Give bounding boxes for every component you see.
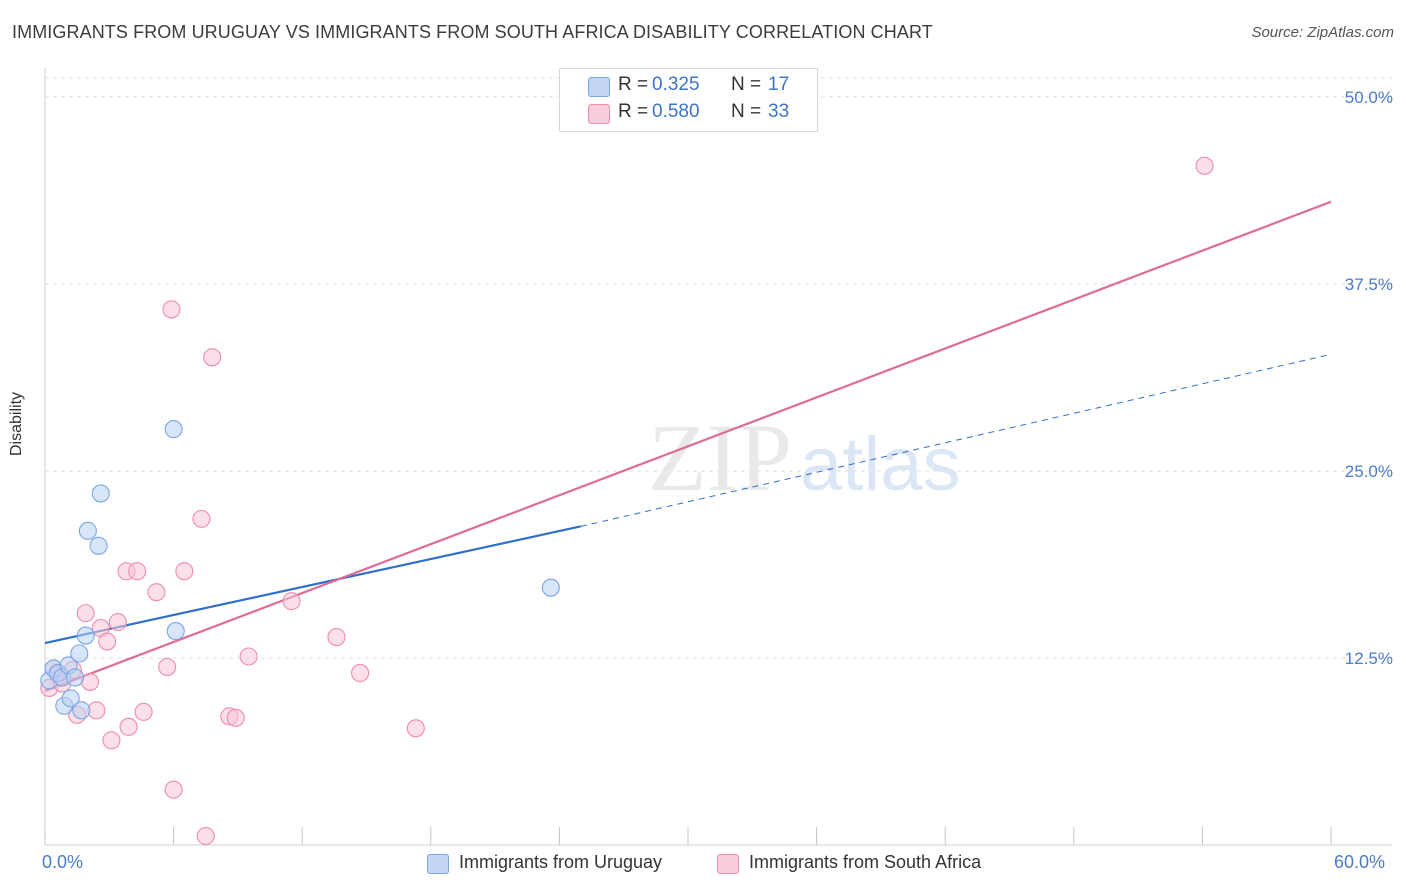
point-south-africa [98, 632, 117, 651]
legend-item-uruguay: Immigrants from Uruguay [427, 852, 697, 876]
point-uruguay [164, 420, 183, 439]
trend-line-uruguay [44, 525, 582, 645]
grid-lines [45, 77, 1392, 659]
point-uruguay [72, 701, 91, 720]
r-label: R = [618, 74, 649, 95]
n-value-uruguay: 17 [768, 74, 790, 95]
n-label: N = [731, 74, 762, 95]
point-south-africa [203, 348, 222, 367]
watermark-atlas: atlas [800, 422, 961, 507]
point-south-africa [175, 562, 194, 581]
y-tick-label: 25.0% [1345, 462, 1393, 481]
point-south-africa [164, 780, 183, 799]
stats-legend: R = 0.325 N = 17 R = 0.580 N = 33 [559, 68, 818, 132]
trend-extension-uruguay [580, 353, 1332, 527]
y-tick-label: 50.0% [1345, 88, 1393, 107]
legend-item-south-africa: Immigrants from South Africa [717, 852, 1037, 876]
point-south-africa [196, 826, 215, 846]
data-points [40, 156, 1214, 846]
point-south-africa [282, 592, 301, 611]
point-uruguay [89, 536, 108, 555]
point-south-africa [147, 583, 166, 602]
x-tick-label-max: 60.0% [1334, 852, 1386, 872]
n-label: N = [731, 101, 762, 122]
legend-label-uruguay: Immigrants from Uruguay [459, 852, 663, 872]
point-uruguay [76, 626, 95, 645]
point-uruguay [541, 578, 560, 597]
point-south-africa [226, 708, 245, 727]
point-south-africa [80, 672, 100, 691]
point-south-africa [108, 613, 127, 632]
point-south-africa [406, 719, 425, 738]
point-south-africa [1195, 156, 1214, 175]
uruguay-legend-swatch [427, 854, 449, 874]
y-tick-label: 12.5% [1345, 649, 1393, 668]
uruguay-swatch [588, 77, 610, 97]
point-uruguay [91, 484, 110, 503]
point-south-africa [134, 702, 153, 721]
point-uruguay [70, 644, 89, 663]
x-tick-label-min: 0.0% [42, 852, 84, 872]
point-south-africa [239, 647, 258, 666]
point-south-africa [327, 628, 346, 647]
r-value-uruguay: 0.325 [652, 74, 700, 95]
south-africa-legend-swatch [717, 854, 739, 874]
y-tick-labels: 12.5% 25.0% 37.5% 50.0% [1345, 88, 1393, 668]
y-tick-label: 37.5% [1345, 275, 1393, 294]
point-south-africa [162, 300, 181, 319]
r-label: R = [618, 101, 649, 122]
point-south-africa [192, 509, 211, 528]
point-uruguay [65, 668, 85, 687]
source-label: Source: ZipAtlas.com [1251, 24, 1394, 41]
point-south-africa [128, 562, 147, 581]
point-south-africa [119, 717, 138, 736]
south-africa-swatch [588, 104, 610, 124]
point-south-africa [76, 604, 95, 623]
r-value-south-africa: 0.580 [652, 101, 700, 122]
point-south-africa [351, 663, 370, 683]
trend-lines [44, 200, 1332, 692]
point-uruguay [166, 622, 185, 641]
point-uruguay [61, 689, 80, 708]
n-value-south-africa: 33 [768, 101, 790, 122]
axes [44, 68, 1392, 846]
point-uruguay [78, 521, 97, 540]
legend-label-south-africa: Immigrants from South Africa [749, 852, 982, 872]
trend-line-south-africa [44, 200, 1332, 692]
point-south-africa [158, 657, 177, 677]
point-south-africa [102, 731, 121, 750]
watermark-zip: ZIP [648, 404, 792, 511]
chart-title: IMMIGRANTS FROM URUGUAY VS IMMIGRANTS FR… [12, 22, 933, 42]
point-south-africa [87, 701, 106, 720]
